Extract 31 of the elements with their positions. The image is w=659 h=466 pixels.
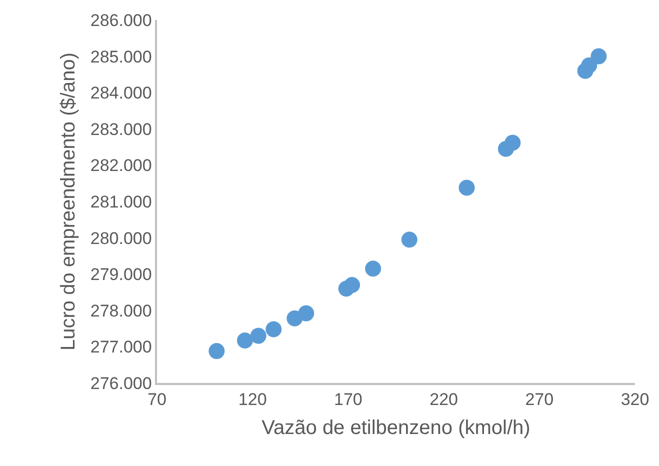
point [250, 328, 266, 344]
y-tick-label: 281.000 [90, 192, 152, 212]
y-tick-label: 284.000 [90, 84, 152, 103]
x-axis-title: Vazão de etilbenzeno (kmol/h) [262, 417, 530, 440]
x-tick-label: 220 [430, 390, 458, 410]
x-tick-label: 270 [525, 390, 554, 410]
point [590, 48, 607, 64]
y-tick-label: 276.000 [90, 374, 152, 393]
y-tick-label: 282.000 [90, 156, 152, 176]
point [504, 134, 521, 151]
y-tick-label: 285.000 [90, 47, 152, 66]
y-tick-label: 278.000 [90, 301, 152, 320]
point [581, 57, 598, 74]
x-tick-label: 320 [620, 390, 650, 410]
x-tick-label: 170 [334, 390, 362, 410]
point [236, 332, 253, 349]
point [266, 321, 282, 338]
x-tick-label: 120 [238, 390, 267, 410]
y-tick-label: 279.000 [90, 265, 152, 284]
point [401, 232, 418, 248]
point [458, 180, 475, 196]
point [298, 305, 314, 322]
y-axis-title: Lucro do empreendmento ($/ano) [57, 52, 80, 350]
point [365, 260, 382, 277]
point [208, 343, 225, 360]
point [344, 276, 360, 293]
x-tick-label: 70 [148, 390, 166, 410]
y-tick-label: 280.000 [90, 228, 152, 248]
y-tick-label: 283.000 [90, 120, 152, 139]
y-tick-label: 277.000 [90, 338, 152, 357]
y-tick-label: 286.000 [90, 10, 152, 30]
